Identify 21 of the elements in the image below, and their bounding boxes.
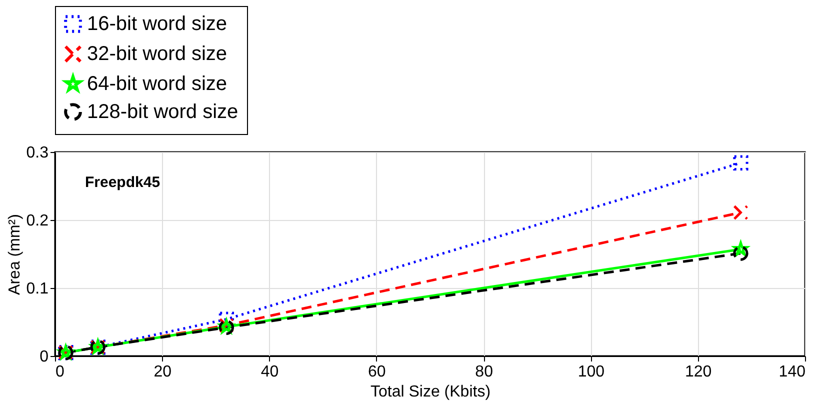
- y-tick-label: 0.2: [26, 212, 49, 230]
- point: [733, 204, 748, 220]
- legend-label: 16-bit word size: [87, 13, 228, 35]
- x-tick-label: 40: [260, 364, 279, 380]
- y-axis-title: Area (mm²): [6, 214, 24, 295]
- annotation: Freepdk45: [85, 174, 160, 191]
- x-tick-label: 120: [685, 364, 712, 380]
- x-tick-label: 140: [778, 364, 806, 380]
- legend-label: 32-bit word size: [87, 43, 228, 65]
- x-tick-label: 0: [56, 364, 64, 380]
- y-tick-label: 0.1: [26, 280, 49, 298]
- point: [733, 155, 748, 170]
- legend-label: 128-bit word size: [87, 101, 238, 123]
- x-tick-label: 20: [154, 364, 172, 380]
- y-tick-label: 0.3: [26, 144, 49, 162]
- y-tick-label: 0: [40, 348, 49, 366]
- legend-label: 64-bit word size: [87, 73, 228, 95]
- x-tick-label: 100: [578, 364, 605, 380]
- x-tick-label: 80: [475, 364, 494, 380]
- x-axis-title: Total Size (Kbits): [370, 384, 491, 400]
- x-tick-label: 60: [368, 364, 386, 380]
